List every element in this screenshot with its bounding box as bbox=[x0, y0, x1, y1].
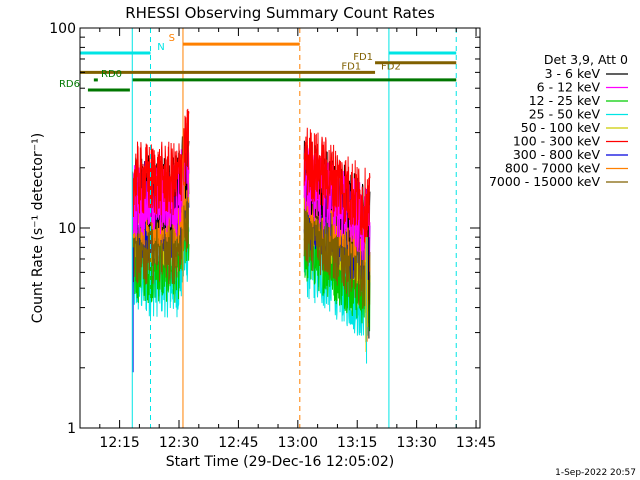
y-tick-label: 1 bbox=[67, 421, 76, 437]
x-tick-label: 13:45 bbox=[456, 435, 496, 451]
legend-label: 300 - 800 keV bbox=[513, 147, 601, 162]
x-tick-label: 13:15 bbox=[337, 435, 377, 451]
footer-timestamp: 1-Sep-2022 20:57 bbox=[555, 468, 636, 478]
x-tick-label: 12:30 bbox=[159, 435, 199, 451]
flag-label: FD2 bbox=[381, 61, 401, 72]
legend-label: 12 - 25 keV bbox=[529, 93, 601, 108]
chart-title: RHESSI Observing Summary Count Rates bbox=[125, 4, 435, 22]
legend-label: 25 - 50 keV bbox=[529, 107, 601, 122]
flag-label: S bbox=[169, 33, 175, 44]
legend-label: 3 - 6 keV bbox=[545, 66, 601, 81]
flag-label: RD6 bbox=[59, 79, 80, 90]
series-line-100-300-kev bbox=[303, 127, 371, 245]
x-tick-label: 13:00 bbox=[278, 435, 318, 451]
flag-label: N bbox=[157, 42, 164, 53]
legend-label: 800 - 7000 keV bbox=[505, 161, 601, 176]
legend-label: 6 - 12 keV bbox=[537, 80, 601, 95]
series-line-100-300-kev bbox=[132, 108, 190, 218]
legend-label: 7000 - 15000 keV bbox=[489, 174, 600, 189]
x-tick-label: 12:45 bbox=[218, 435, 258, 451]
flag-label: FD1 bbox=[353, 52, 373, 63]
x-tick-label: 12:15 bbox=[99, 435, 139, 451]
y-tick-label: 10 bbox=[58, 221, 76, 237]
flag-label: FD1 bbox=[341, 61, 361, 72]
legend-header: Det 3,9, Att 0 bbox=[544, 52, 628, 67]
y-axis-label: Count Rate (s⁻¹ detector⁻¹) bbox=[30, 133, 46, 323]
legend-label: 100 - 300 keV bbox=[513, 134, 601, 149]
legend-label: 50 - 100 keV bbox=[521, 120, 601, 135]
flag-label: RD0 bbox=[101, 69, 122, 80]
x-axis-label: Start Time (29-Dec-16 12:05:02) bbox=[166, 454, 394, 470]
y-tick-label: 100 bbox=[49, 21, 76, 37]
x-tick-label: 13:30 bbox=[396, 435, 436, 451]
